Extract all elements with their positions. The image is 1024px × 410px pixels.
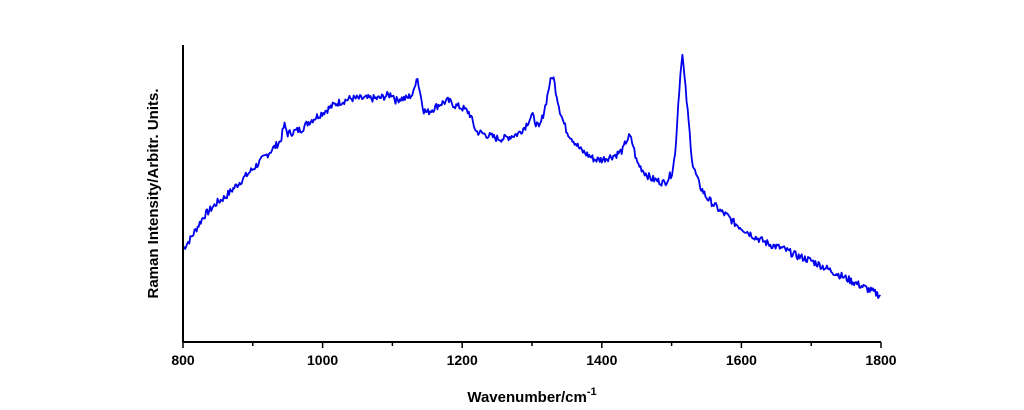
x-tick-label: 1400: [586, 352, 617, 368]
x-tick-label: 1600: [726, 352, 757, 368]
x-axis-title-text: Wavenumber/cm: [467, 389, 586, 406]
x-axis-title: Wavenumber/cm-1: [467, 386, 596, 406]
x-tick-label: 800: [171, 352, 195, 368]
x-axis-tick-labels: 800 1000 1200 1400 1600 1800: [171, 352, 896, 368]
y-axis-title: Raman Intensity/Arbitr. Units.: [145, 88, 162, 298]
spectrum-line: [182, 53, 881, 299]
x-tick-label: 1800: [865, 352, 896, 368]
x-tick-label: 1000: [307, 352, 338, 368]
x-axis-title-superscript: -1: [587, 386, 597, 398]
x-tick-label: 1200: [447, 352, 478, 368]
x-axis-ticks: [182, 342, 882, 348]
